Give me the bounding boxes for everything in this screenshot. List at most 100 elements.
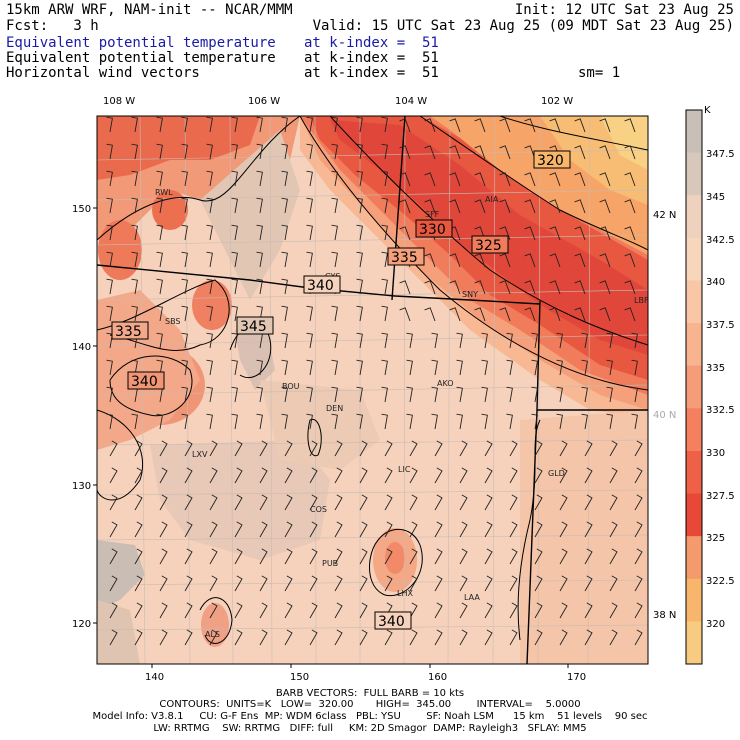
wind-barb bbox=[109, 467, 118, 484]
wind-barb bbox=[181, 305, 188, 322]
svg-text:325: 325 bbox=[475, 238, 502, 254]
wind-barb bbox=[159, 440, 168, 457]
wind-barb bbox=[381, 305, 388, 322]
wind-barb bbox=[634, 521, 643, 538]
wind-barb bbox=[331, 116, 338, 133]
wind-barb bbox=[506, 359, 513, 376]
wind-barb bbox=[399, 199, 411, 214]
svg-text:335: 335 bbox=[391, 250, 418, 266]
wind-barb bbox=[231, 116, 238, 133]
wind-barb bbox=[381, 413, 388, 430]
colorbar-swatch bbox=[686, 450, 702, 495]
wind-barb bbox=[331, 332, 338, 349]
wind-barb bbox=[524, 145, 536, 160]
colorbar-swatch bbox=[686, 152, 702, 196]
wind-barb bbox=[534, 575, 543, 592]
wind-barb bbox=[306, 386, 313, 403]
wind-barb bbox=[399, 145, 411, 160]
wind-barb bbox=[231, 197, 238, 214]
wind-barb bbox=[459, 575, 468, 592]
wind-barb bbox=[524, 199, 536, 214]
wind-barb bbox=[156, 359, 163, 376]
wind-barb bbox=[184, 629, 193, 646]
wind-barb bbox=[306, 116, 313, 133]
wind-barb bbox=[424, 307, 436, 322]
wind-barb bbox=[259, 602, 268, 619]
wind-barb bbox=[631, 413, 638, 430]
colorbar-swatch bbox=[686, 578, 702, 622]
wind-barb bbox=[484, 548, 493, 565]
wind-barb bbox=[624, 172, 636, 187]
wind-barb bbox=[606, 386, 613, 403]
field-1-name: Equivalent potential temperature bbox=[6, 35, 276, 51]
wind-barb bbox=[584, 602, 593, 619]
wind-barb bbox=[106, 305, 113, 322]
wind-barb bbox=[474, 172, 486, 187]
wind-barb bbox=[509, 602, 518, 619]
wind-barb bbox=[156, 143, 163, 160]
wind-barb bbox=[509, 494, 518, 511]
wind-barb bbox=[359, 602, 368, 619]
wind-barb bbox=[499, 307, 511, 322]
wind-barb bbox=[434, 467, 443, 484]
wind-barb bbox=[234, 440, 243, 457]
wind-barb bbox=[234, 575, 243, 592]
station-label: DEN bbox=[326, 404, 343, 413]
wind-barb bbox=[309, 629, 318, 646]
wind-barb bbox=[331, 197, 338, 214]
wind-barb bbox=[384, 467, 393, 484]
wind-barb bbox=[634, 602, 643, 619]
smoothing-label: sm= 1 bbox=[578, 65, 621, 81]
wind-barb bbox=[134, 602, 143, 619]
wind-barb bbox=[381, 170, 388, 187]
wind-barb bbox=[434, 440, 443, 457]
wind-barb bbox=[284, 494, 293, 511]
wind-barb bbox=[331, 224, 338, 241]
wind-barb bbox=[181, 143, 188, 160]
wind-barb bbox=[184, 602, 193, 619]
wind-barb bbox=[534, 548, 543, 565]
wind-barb bbox=[206, 224, 213, 241]
wind-barb bbox=[184, 467, 193, 484]
wind-barb bbox=[509, 575, 518, 592]
station-label: AIA bbox=[485, 195, 499, 204]
wind-barb bbox=[481, 359, 488, 376]
wind-barb bbox=[599, 226, 611, 241]
wind-barb bbox=[281, 197, 288, 214]
top-lon-label: 108 W bbox=[103, 96, 135, 107]
wind-barb bbox=[509, 521, 518, 538]
wind-barb bbox=[159, 521, 168, 538]
wind-barb bbox=[559, 494, 568, 511]
wind-barb bbox=[334, 548, 343, 565]
wind-barb bbox=[206, 116, 213, 133]
footer-model-info: Model Info: V3.8.1 CU: G-F Ens MP: WDM 6… bbox=[92, 711, 648, 722]
wind-barb bbox=[581, 386, 588, 403]
wind-barb bbox=[134, 440, 143, 457]
wind-barb bbox=[556, 359, 563, 376]
wind-barb bbox=[156, 170, 163, 187]
y-tick-label: 130 bbox=[72, 481, 91, 492]
wind-barb bbox=[559, 440, 568, 457]
wind-barb bbox=[624, 253, 636, 268]
wind-barb bbox=[106, 278, 113, 295]
colorbar-label: 330 bbox=[706, 448, 725, 459]
wind-barb bbox=[606, 332, 613, 349]
wind-barb bbox=[499, 199, 511, 214]
wind-barb bbox=[184, 494, 193, 511]
wind-barb bbox=[474, 118, 486, 133]
wind-barb bbox=[209, 602, 218, 619]
wind-barb bbox=[524, 172, 536, 187]
station-label: LAA bbox=[464, 593, 480, 602]
colorbar-label: 342.5 bbox=[706, 235, 735, 246]
wind-barb bbox=[384, 629, 393, 646]
station-label: LXV bbox=[192, 450, 208, 459]
wind-barb bbox=[581, 359, 588, 376]
wind-barb bbox=[434, 629, 443, 646]
field-2-level: at k-index = 51 bbox=[304, 50, 439, 66]
wind-barb bbox=[624, 280, 636, 295]
svg-text:345: 345 bbox=[240, 319, 267, 335]
wind-barb bbox=[406, 413, 413, 430]
y-tick-label: 150 bbox=[72, 204, 91, 215]
wind-barb bbox=[106, 224, 113, 241]
wind-barb bbox=[384, 548, 393, 565]
